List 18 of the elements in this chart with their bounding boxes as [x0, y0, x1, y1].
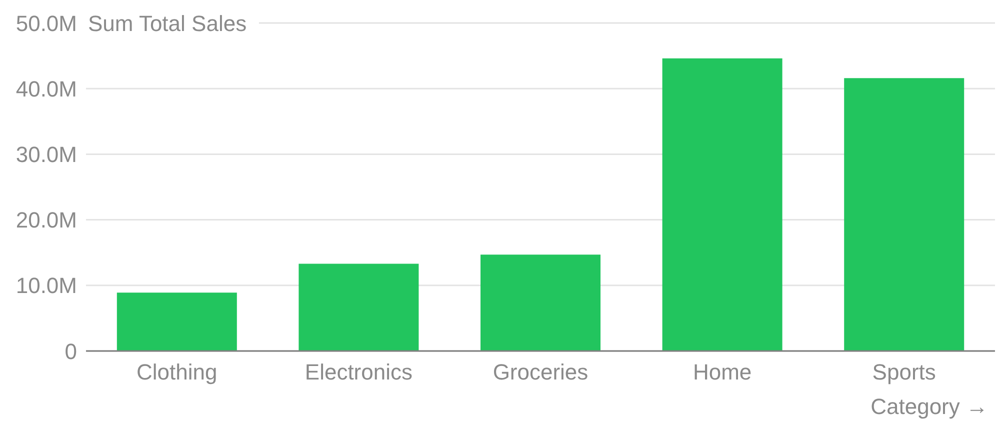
x-axis-title: Category →	[870, 394, 988, 419]
x-tick-label: Groceries	[492, 360, 588, 385]
y-tick-label: 10.0M	[16, 273, 77, 298]
x-tick-label: Sports	[872, 360, 936, 385]
y-tick-label: 30.0M	[16, 142, 77, 168]
bar	[298, 264, 419, 351]
x-tick-label: Home	[692, 360, 752, 385]
y-axis-title: Sum Total Sales	[88, 10, 247, 36]
x-tick-label: Clothing	[136, 360, 218, 385]
y-tick-label: 50.0M	[16, 10, 77, 36]
bar	[480, 254, 601, 351]
y-tick-label: 0	[64, 338, 77, 364]
bar	[116, 292, 237, 351]
x-tick-label: Electronics	[304, 360, 412, 385]
bar	[844, 78, 964, 351]
y-tick-label: 20.0M	[16, 208, 77, 233]
y-tick-label: 40.0M	[16, 76, 77, 102]
bar	[662, 58, 782, 351]
